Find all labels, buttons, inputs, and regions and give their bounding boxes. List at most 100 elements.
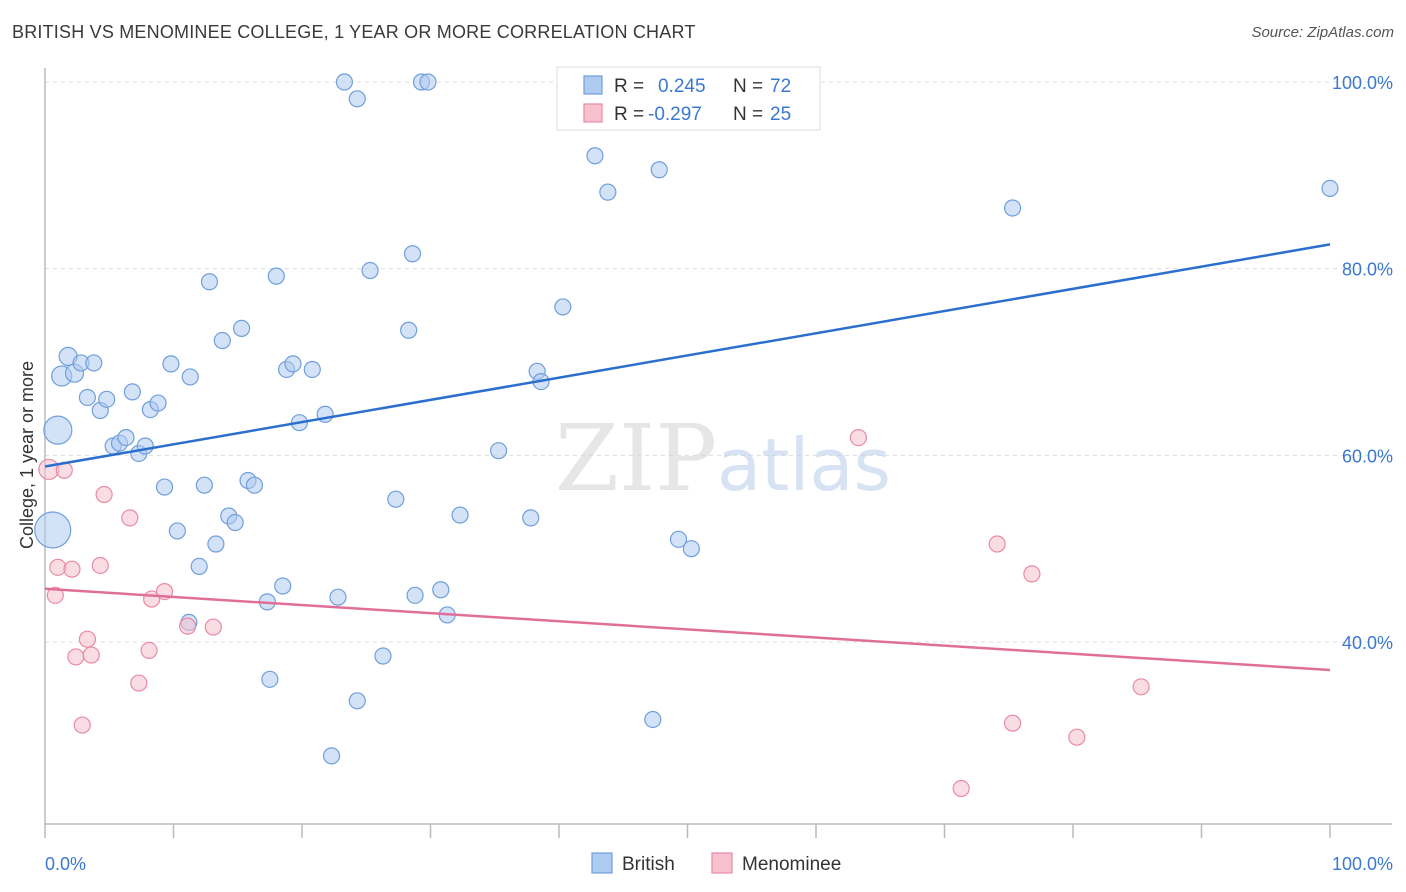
y-tick-label-2: 80.0% — [1342, 260, 1393, 280]
british-point-48 — [374, 647, 392, 665]
british-point-57 — [451, 506, 469, 524]
british-point-63 — [586, 147, 604, 165]
british-point-23 — [190, 557, 208, 576]
watermark: ZIP atlas — [555, 405, 891, 512]
menominee-point-22 — [1023, 565, 1041, 583]
y-axis-title: College, 1 year or more — [17, 361, 37, 549]
x-tick-label-min: 0.0% — [45, 854, 86, 874]
british-point-42 — [322, 747, 341, 765]
british-point-24 — [195, 476, 213, 494]
british-point-49 — [387, 490, 405, 508]
british-point-26 — [207, 535, 225, 553]
british-point-67 — [669, 530, 688, 548]
menominee-series-swatch — [711, 852, 733, 874]
menominee-point-7 — [78, 630, 97, 648]
menominee-point-13 — [140, 641, 158, 660]
british-point-32 — [245, 476, 264, 494]
british-legend-swatch — [583, 75, 603, 95]
british-point-20 — [168, 522, 186, 540]
british-point-68 — [682, 540, 700, 558]
menominee-point-17 — [204, 618, 222, 636]
british-point-7 — [85, 354, 103, 372]
menominee-point-23 — [1068, 728, 1086, 746]
british-point-0 — [34, 511, 72, 549]
menominee-n-label: N = — [733, 104, 763, 125]
british-point-70 — [1004, 199, 1022, 217]
y-tick-labels: 40.0% 60.0% 80.0% 100.0% — [1332, 73, 1393, 653]
british-point-50 — [400, 321, 418, 339]
british-trend-line — [44, 243, 1331, 468]
british-point-19 — [162, 355, 180, 373]
series-legend: British Menominee — [591, 852, 841, 875]
chart-title: BRITISH VS MENOMINEE COLLEGE, 1 YEAR OR … — [12, 22, 696, 42]
british-point-71 — [1321, 179, 1339, 197]
menominee-point-4 — [63, 560, 81, 578]
menominee-point-21 — [1004, 714, 1022, 732]
british-point-43 — [329, 588, 347, 606]
british-point-15 — [136, 437, 154, 455]
british-point-47 — [361, 261, 379, 280]
british-point-40 — [303, 360, 321, 379]
y-tick-label-1: 60.0% — [1342, 446, 1393, 466]
british-point-65 — [644, 710, 662, 729]
y-tick-label-0: 40.0% — [1342, 633, 1393, 653]
british-point-64 — [599, 183, 617, 201]
watermark-zip: ZIP — [555, 405, 717, 512]
menominee-point-12 — [130, 674, 148, 692]
british-point-45 — [348, 692, 366, 710]
british-point-66 — [650, 161, 668, 179]
axes — [44, 68, 1392, 825]
british-series-label: British — [622, 854, 675, 875]
menominee-point-19 — [952, 779, 970, 798]
british-r-label: R = — [614, 76, 644, 97]
menominee-point-5 — [67, 648, 85, 666]
menominee-point-6 — [73, 716, 91, 734]
british-point-12 — [117, 429, 135, 447]
british-point-34 — [261, 670, 279, 688]
british-point-6 — [78, 388, 97, 407]
british-point-55 — [432, 581, 450, 599]
british-point-44 — [335, 73, 354, 91]
stats-legend: R = 0.245 N = 72 R = -0.297 N = 25 — [556, 66, 821, 131]
british-point-1 — [43, 415, 73, 445]
menominee-point-8 — [82, 646, 100, 664]
british-point-62 — [554, 298, 572, 316]
menominee-point-11 — [121, 509, 139, 527]
menominee-r-label: R = — [614, 104, 644, 125]
grid-lines — [45, 81, 1392, 643]
menominee-point-10 — [95, 485, 113, 504]
british-point-18 — [155, 478, 174, 496]
menominee-point-16 — [179, 617, 197, 635]
british-point-35 — [267, 267, 285, 285]
menominee-point-20 — [988, 535, 1006, 553]
menominee-n-value: 25 — [770, 104, 791, 125]
menominee-point-1 — [46, 586, 64, 604]
menominee-trend-line — [44, 587, 1331, 672]
menominee-r-value: -0.297 — [648, 104, 702, 125]
menominee-point-24 — [1132, 678, 1150, 696]
british-point-51 — [403, 245, 422, 263]
british-points — [34, 73, 1339, 765]
british-n-value: 72 — [770, 76, 791, 97]
menominee-points — [38, 429, 1150, 798]
british-point-27 — [213, 331, 231, 350]
british-point-46 — [348, 90, 366, 108]
british-point-36 — [274, 577, 292, 595]
british-point-38 — [284, 355, 302, 373]
british-point-25 — [200, 273, 219, 291]
british-r-value: 0.245 — [658, 76, 706, 97]
british-point-22 — [181, 368, 199, 386]
british-point-54 — [419, 73, 437, 91]
menominee-point-9 — [91, 556, 109, 575]
menominee-point-2 — [49, 558, 67, 576]
source-credit: Source: ZipAtlas.com — [1251, 24, 1394, 41]
menominee-series-label: Menominee — [742, 854, 841, 875]
british-point-9 — [98, 390, 116, 408]
british-point-59 — [522, 509, 540, 527]
british-point-52 — [406, 586, 424, 604]
british-point-17 — [149, 394, 167, 412]
british-point-13 — [123, 383, 141, 401]
menominee-legend-swatch — [583, 103, 603, 123]
menominee-point-18 — [849, 429, 868, 447]
